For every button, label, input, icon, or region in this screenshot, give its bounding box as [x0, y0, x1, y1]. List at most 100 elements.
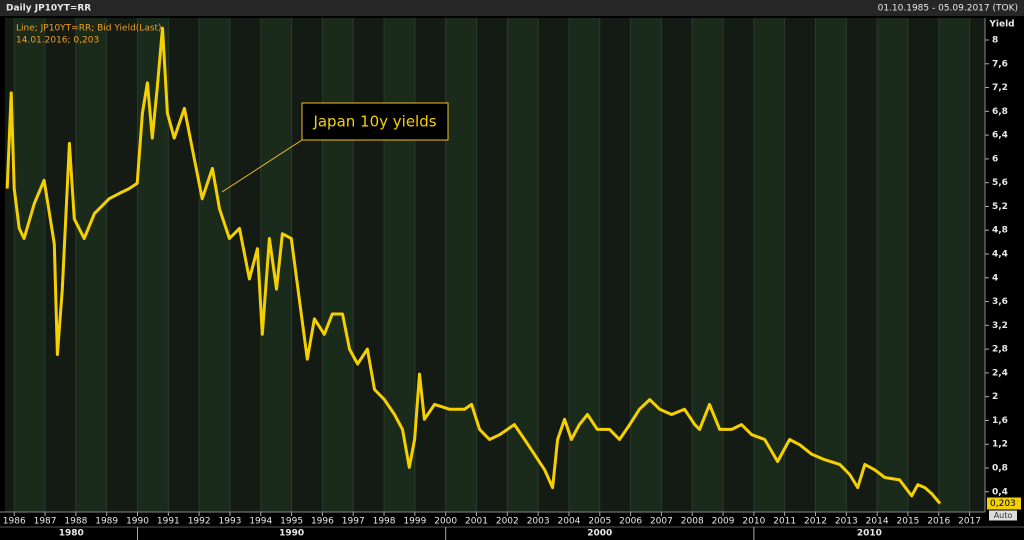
x-tick-label: 1987: [34, 517, 57, 527]
year-band: [106, 18, 138, 512]
year-band: [938, 18, 970, 512]
annotation-box: [301, 102, 449, 141]
year-band: [137, 18, 169, 512]
last-value-label: 0,203: [990, 499, 1016, 509]
year-band: [630, 18, 662, 512]
y-tick-label: 2,8: [992, 345, 1008, 355]
header-bar: [0, 0, 1024, 16]
x-tick-label: 2003: [527, 517, 550, 527]
x-tick-label: 2000: [434, 517, 457, 527]
x-tick-label: 2005: [588, 517, 611, 527]
legend-detail: 14.01.2016; 0,203: [16, 36, 99, 46]
x-tick-label: 1989: [95, 517, 118, 527]
decade-label: 2000: [587, 529, 612, 539]
year-band: [784, 18, 816, 512]
x-tick-label: 2001: [465, 517, 488, 527]
year-band: [14, 18, 46, 512]
year-band: [445, 18, 477, 512]
year-band: [692, 18, 724, 512]
y-tick-label: 4,8: [992, 226, 1008, 236]
y-tick-label: 0,8: [992, 464, 1008, 474]
date-range: 01.10.1985 - 05.09.2017 (TOK): [878, 4, 1018, 14]
y-tick-label: 2: [992, 392, 998, 402]
year-band: [846, 18, 878, 512]
decade-label: 1980: [59, 529, 84, 539]
year-band: [507, 18, 539, 512]
auto-box: [989, 510, 1017, 521]
x-tick-label: 2007: [650, 517, 673, 527]
x-tick-label: 1992: [188, 517, 211, 527]
y-tick-label: 3,2: [992, 321, 1008, 331]
y-tick-label: 6,4: [992, 131, 1008, 141]
year-band: [260, 18, 292, 512]
chart-title: Daily JP10YT=RR: [6, 4, 91, 14]
y-tick-label: 0,4: [992, 487, 1008, 497]
annotation-leader: [221, 139, 303, 193]
y-tick-label: 7,6: [992, 59, 1008, 69]
x-tick-label: 1997: [342, 517, 365, 527]
year-band: [661, 18, 693, 512]
year-band: [723, 18, 754, 512]
x-tick-label: 2015: [897, 517, 920, 527]
y-tick-label: 7,2: [992, 83, 1008, 93]
year-band: [5, 18, 15, 512]
y-tick-label: 1,2: [992, 440, 1008, 450]
x-tick-label: 2004: [558, 517, 581, 527]
y-tick-label: 8: [992, 35, 998, 45]
x-tick-label: 2006: [619, 517, 642, 527]
y-axis-label: Yield: [988, 20, 1014, 30]
year-band: [815, 18, 847, 512]
year-band: [599, 18, 631, 512]
legend-entry: Line; JP10YT=RR; Bid Yield(Last): [16, 24, 162, 34]
x-tick-label: 1988: [64, 517, 87, 527]
year-band: [753, 18, 785, 512]
year-band: [45, 18, 76, 512]
data-line: [5, 26, 942, 505]
year-band: [199, 18, 230, 512]
year-band: [907, 18, 939, 512]
y-tick-label: 6,8: [992, 107, 1008, 117]
x-tick-label: 2012: [804, 517, 827, 527]
x-tick-label: 1998: [373, 517, 396, 527]
x-tick-label: 2016: [927, 517, 950, 527]
x-tick-label: 2010: [742, 517, 765, 527]
x-tick-label: 1991: [157, 517, 180, 527]
year-band: [877, 18, 908, 512]
x-tick-label: 2013: [835, 517, 858, 527]
x-tick-label: 1996: [311, 517, 334, 527]
x-tick-label: 1995: [280, 517, 303, 527]
x-tick-label: 2014: [866, 517, 889, 527]
year-band: [414, 18, 446, 512]
x-tick-label: 2002: [496, 517, 519, 527]
x-tick-label: 1994: [249, 517, 272, 527]
year-band: [969, 18, 985, 512]
year-band: [353, 18, 385, 512]
x-tick-label: 1999: [403, 517, 426, 527]
decade-label: 1990: [279, 529, 304, 539]
x-tick-label: 2017: [958, 517, 981, 527]
y-tick-label: 4,4: [992, 250, 1008, 260]
x-tick-label: 1990: [126, 517, 149, 527]
year-band: [384, 18, 415, 512]
annotation-text: Japan 10y yields: [312, 113, 436, 131]
x-tick-label: 1986: [3, 517, 26, 527]
y-tick-label: 4: [992, 273, 998, 283]
year-band: [75, 18, 107, 512]
y-tick-label: 3,6: [992, 297, 1008, 307]
y-tick-label: 5,6: [992, 178, 1008, 188]
x-tick-label: 2008: [681, 517, 704, 527]
auto-label: Auto: [994, 511, 1013, 520]
y-tick-label: 6: [992, 154, 998, 164]
y-tick-label: 1,6: [992, 416, 1008, 426]
year-band: [322, 18, 354, 512]
x-tick-label: 2009: [712, 517, 735, 527]
year-band: [291, 18, 323, 512]
y-tick-label: 5,2: [992, 202, 1008, 212]
year-band: [538, 18, 569, 512]
decade-label: 2010: [857, 529, 882, 539]
x-tick-label: 2011: [773, 517, 796, 527]
last-value-tag: [987, 497, 1021, 510]
y-tick-label: 2,4: [992, 368, 1008, 378]
year-band: [168, 18, 200, 512]
